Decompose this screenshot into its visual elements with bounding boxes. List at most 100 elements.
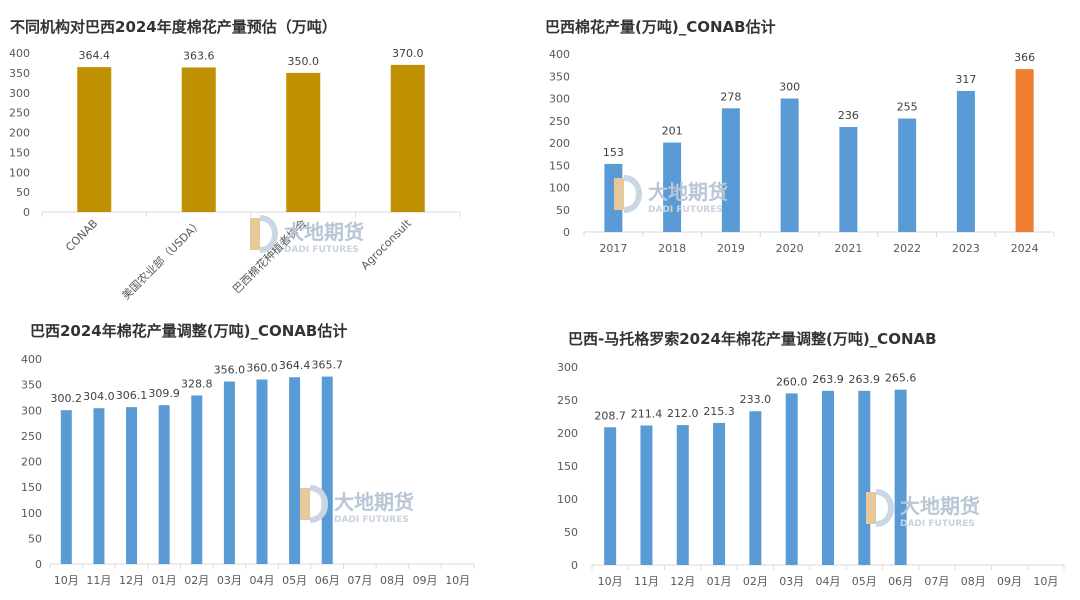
data-label: 263.9 [849,373,881,386]
x-tick-label: 08月 [961,575,986,588]
x-tick-label: 06月 [315,574,340,587]
x-tick-label: 2023 [952,242,980,255]
y-tick-label: 0 [563,226,570,239]
x-tick-label: 11月 [86,574,111,587]
bar [822,390,834,565]
x-tick-label: 03月 [217,574,242,587]
bar [894,389,907,565]
x-tick-label: 10月 [54,574,79,587]
bar [181,67,216,213]
dadi-logo-icon [866,489,894,527]
y-tick-label: 300 [9,87,30,100]
bar [713,422,726,565]
bar [749,411,762,565]
y-tick-label: 150 [549,159,570,172]
x-tick-label: 04月 [816,575,841,588]
watermark-sub: DADI FUTURES [284,245,359,255]
data-label: 306.1 [116,389,148,402]
chart-svg-2: 0 50 100 150 200 250 300 350 400 153 2017 201 2018 27… [549,48,1055,255]
bar [1015,69,1034,232]
bar [77,67,112,212]
data-label: 360.0 [246,362,278,375]
watermark-name: 大地期货 [284,220,364,244]
y-tick-label: 350 [549,70,570,83]
chart-title-1: 不同机构对巴西2024年度棉花产量预估（万吨） [10,18,337,36]
y-tick-label: 200 [557,427,578,440]
x-tick-label: 10月 [1033,575,1058,588]
chart-panel-1: 不同机构对巴西2024年度棉花产量预估（万吨） 0 50 100 150 200 250 3… [0,0,540,302]
bar [721,108,740,232]
x-tick-label: 2019 [717,242,745,255]
chart-panel-3: 巴西2024年棉花产量调整(万吨)_CONAB估计 0 50 100 150 200 25… [0,300,540,600]
x-tick-label: 2017 [599,242,627,255]
y-tick-label: 350 [21,379,42,392]
watermark-sub: DADI FUTURES [648,205,723,215]
bar [60,410,72,564]
x-tick-label: 07月 [924,575,949,588]
y-tick-label: 50 [556,204,570,217]
data-label: 233.0 [740,393,772,406]
data-label: 366 [1014,51,1035,64]
chart-panel-2: 巴西棉花产量(万吨)_CONAB估计 0 50 100 150 200 250 300 350… [540,0,1080,300]
data-label: 211.4 [631,407,663,420]
chart-title-3: 巴西2024年棉花产量调整(万吨)_CONAB估计 [30,322,348,340]
y-tick-label: 250 [9,107,30,120]
data-label: 356.0 [214,364,246,377]
bar [390,64,425,212]
watermark-1: 大地期货 DADI FUTURES [250,215,364,255]
bar [604,427,617,565]
data-label: 215.3 [703,405,735,418]
bar [289,377,301,564]
y-tick-label: 300 [21,404,42,417]
bar [256,379,268,564]
data-label: 363.6 [183,49,215,62]
watermark-name: 大地期货 [900,494,980,518]
y-tick-label: 250 [557,394,578,407]
y-tick-label: 50 [28,532,42,545]
y-tick-label: 0 [35,558,42,571]
x-tick-label: 2020 [776,242,804,255]
data-label: 300 [779,81,800,94]
bar [321,376,333,564]
x-tick-label: 01月 [707,575,732,588]
y-tick-label: 200 [549,137,570,150]
y-tick-label: 100 [549,182,570,195]
watermark-4: 大地期货 DADI FUTURES [866,489,980,529]
x-tick-label: CONAB [63,217,100,254]
bar [858,390,871,565]
chart-panel-4: 巴西-马托格罗索2024年棉花产量调整(万吨)_CONAB 0 50 100 150 2… [540,300,1080,600]
y-tick-label: 400 [549,48,570,61]
x-tick-label: 06月 [888,575,913,588]
data-label: 153 [603,146,624,159]
x-tick-label: 2022 [893,242,921,255]
y-tick-label: 250 [21,430,42,443]
y-tick-label: 150 [21,481,42,494]
y-tick-label: 300 [557,361,578,374]
x-tick-label: 2018 [658,242,686,255]
data-label: 201 [662,125,683,138]
watermark-name: 大地期货 [648,180,728,204]
y-tick-label: 150 [557,460,578,473]
bar [191,395,203,564]
chart-svg-4: 0 50 100 150 200 250 300 208.7 10月 211.4 11月 212.0 1… [557,361,1065,588]
data-label: 255 [897,101,918,114]
x-tick-label: 美国农业部（USDA） [119,216,205,302]
bar [126,407,138,564]
x-tick-label: 10月 [445,574,470,587]
dadi-logo-icon [614,175,642,213]
y-tick-label: 150 [9,146,30,159]
x-tick-label: 08月 [380,574,405,587]
data-label: 300.2 [51,392,83,405]
dadi-logo-icon [300,485,328,523]
data-label: 309.9 [148,387,180,400]
x-tick-label: 05月 [852,575,877,588]
chart-svg-3: 0 50 100 150 200 250 300 350 400 300.2 10月 304.0 11月… [21,353,475,587]
watermark-sub: DADI FUTURES [334,515,409,525]
dadi-logo-icon [250,215,278,253]
x-tick-label: 01月 [152,574,177,587]
y-tick-label: 400 [21,353,42,366]
x-tick-label: 12月 [119,574,144,587]
data-label: 370.0 [392,47,424,60]
data-label: 208.7 [594,409,626,422]
x-tick-label: 2021 [834,242,862,255]
